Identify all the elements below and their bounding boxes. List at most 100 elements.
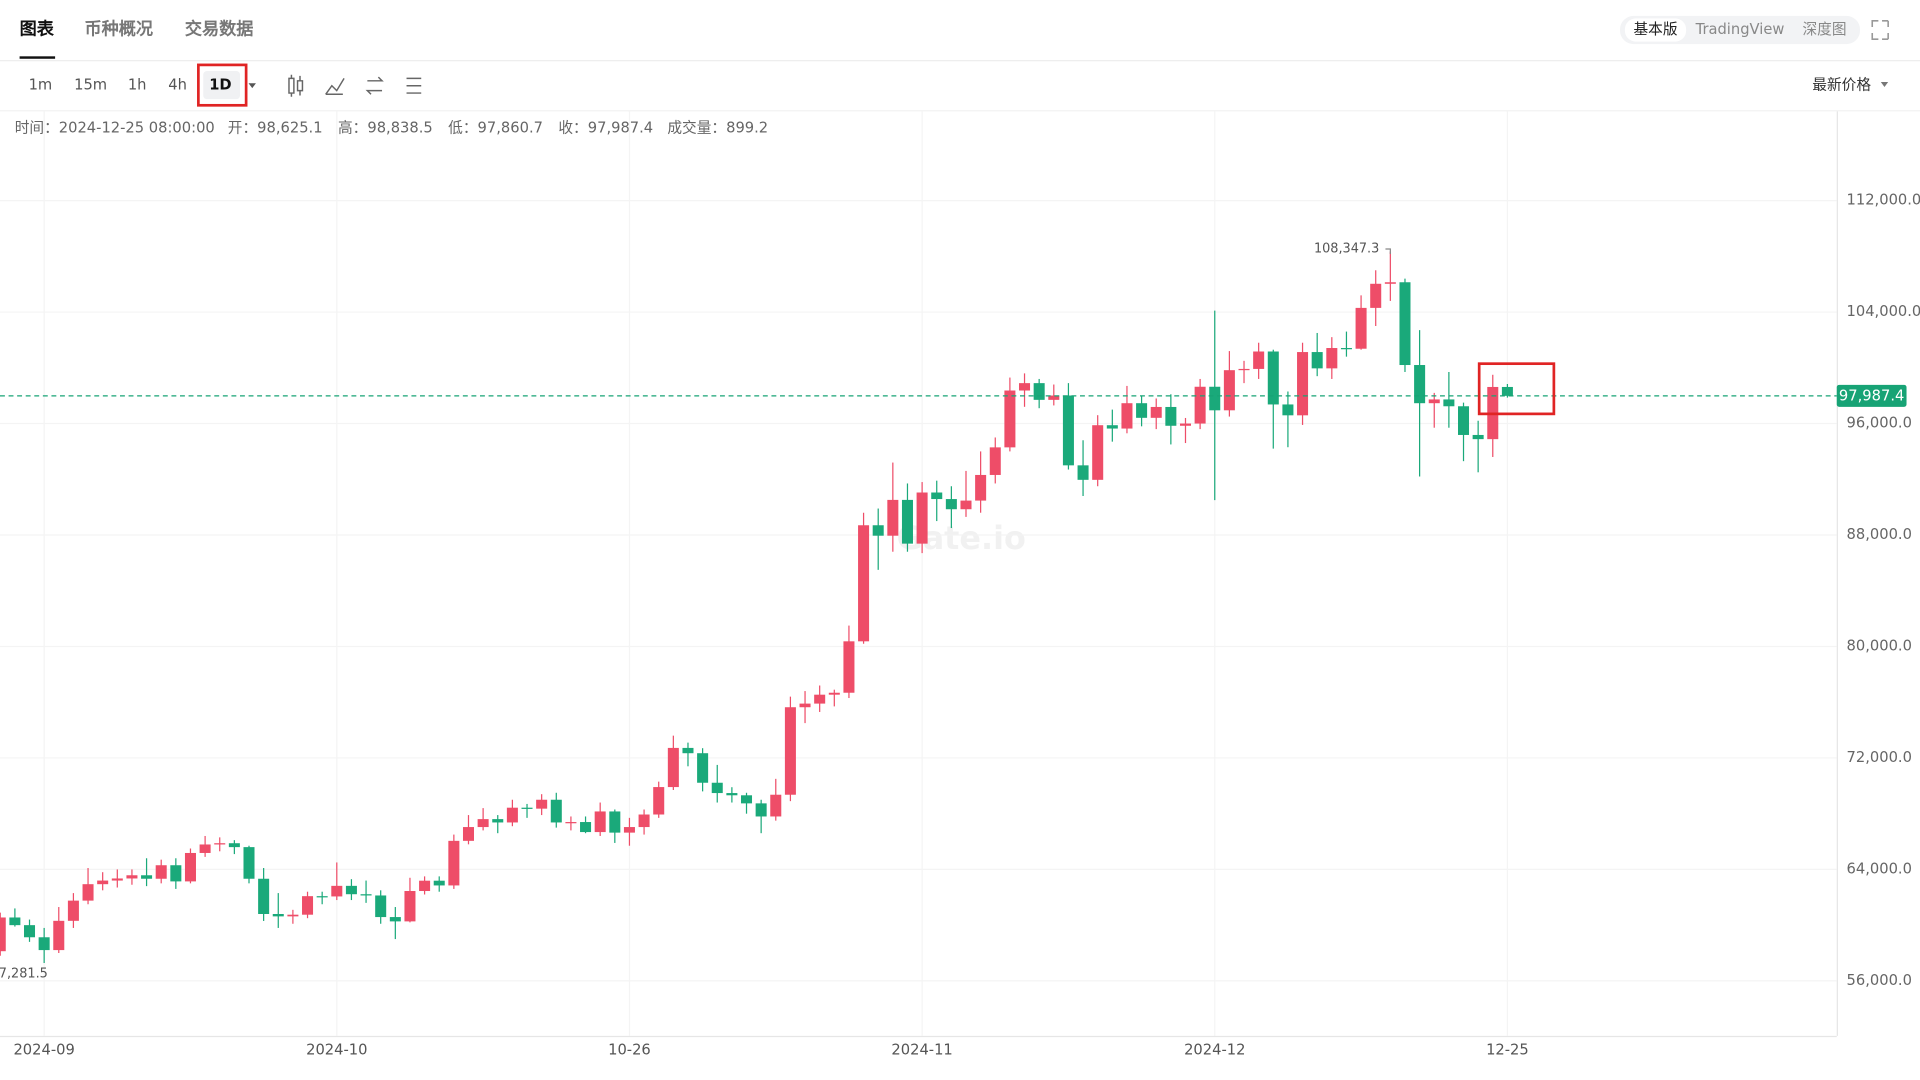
view-option[interactable]: 基本版 [1633, 21, 1677, 38]
settings-icon[interactable] [406, 77, 422, 94]
candle-body [638, 814, 650, 828]
interval-active[interactable]: 1D [209, 77, 231, 94]
y-tick-label: 64,000.0 [1847, 860, 1912, 877]
switch-active [1624, 18, 1687, 42]
info-label: 成交量： [667, 119, 726, 137]
highlight-box [197, 63, 248, 107]
candle-body [931, 492, 943, 500]
indicator-icon[interactable] [325, 77, 345, 96]
candle-body [682, 747, 694, 754]
max-label: 108,347.3 [1314, 242, 1379, 257]
y-tick-label: 104,000.0 [1847, 303, 1920, 320]
candle-body [989, 447, 1001, 475]
interval[interactable]: 4h [168, 77, 187, 94]
candle-body [1340, 348, 1352, 350]
fullscreen-icon[interactable] [1871, 20, 1889, 40]
view-option[interactable]: TradingView [1695, 21, 1785, 38]
interval[interactable]: 1m [29, 77, 53, 94]
candle-body [1472, 434, 1484, 440]
toolbar: 1m 15m 1h 4h 1D 最新价格 [29, 63, 1889, 107]
dropdown-arrow[interactable] [248, 83, 256, 89]
tab[interactable]: 币种概况 [84, 18, 153, 39]
info-value: 97,860.7 [478, 120, 543, 137]
price-mode[interactable]: 最新价格 [1812, 77, 1871, 94]
candle-body [1414, 365, 1426, 404]
tab-bar: 图表 币种概况 交易数据 [19, 18, 254, 59]
candle-body [653, 787, 665, 815]
candle-body [433, 880, 445, 886]
candle-body [536, 799, 548, 809]
candle-body [462, 827, 474, 841]
candle-body [82, 884, 94, 901]
candle-body [0, 917, 6, 952]
chart: Gate.io 56,000.0 64,000.0 72,000.0 80,000.0 8… [0, 111, 1920, 1059]
candle-body [1121, 403, 1133, 429]
candle-body [1238, 368, 1250, 371]
candle-body [1150, 406, 1162, 418]
min-label: 57,281.5 [0, 967, 48, 982]
candle-body [477, 819, 489, 828]
candle-body [419, 880, 431, 892]
candle-body [1297, 352, 1309, 416]
candle-body [975, 474, 987, 501]
candle-body [287, 914, 299, 917]
highlight-box [1477, 362, 1556, 416]
candle-body [697, 753, 709, 783]
x-tick-label: 10-26 [608, 1042, 651, 1059]
info-item: 开：98,625.1 [228, 120, 323, 137]
tab-underline [19, 56, 56, 59]
candle-body [1048, 395, 1060, 400]
x-tick-label: 2024-10 [306, 1042, 367, 1059]
candle-body [1004, 390, 1016, 448]
candle-body [1443, 399, 1455, 407]
y-tick-label: 96,000.0 [1847, 415, 1912, 432]
y-tick-label: 72,000.0 [1847, 749, 1912, 766]
info-value: 97,987.4 [588, 120, 653, 137]
candle-body [375, 895, 387, 918]
swap-icon[interactable] [365, 76, 384, 95]
candle-body [1033, 383, 1045, 400]
candle-body [1355, 307, 1367, 349]
candle-body [814, 694, 826, 704]
x-tick-label: 2024-12 [1184, 1042, 1245, 1059]
candle-body [111, 878, 123, 881]
candle-icon[interactable] [288, 74, 304, 97]
dropdown-arrow[interactable] [1880, 82, 1889, 87]
candle-body [389, 917, 401, 922]
candle-body [1282, 404, 1294, 416]
candle-body [784, 707, 796, 795]
view-option[interactable]: 深度图 [1802, 21, 1846, 38]
candle-body [492, 819, 504, 823]
candle-body [199, 844, 211, 853]
candle-body [506, 807, 518, 823]
candle-body [1501, 386, 1513, 396]
candle-body [916, 492, 928, 544]
tab-active[interactable]: 图表 [20, 18, 55, 39]
info-label: 收： [558, 120, 587, 137]
info-item: 成交量：899.2 [667, 119, 768, 137]
info-item: 低：97,860.7 [448, 120, 543, 137]
candle-body [770, 794, 782, 817]
last-price-tag [1836, 384, 1907, 407]
candle-body [184, 852, 196, 882]
info-value: 2024-12-25 08:00:00 [59, 120, 215, 137]
interval[interactable]: 1h [128, 77, 147, 94]
tab[interactable]: 交易数据 [185, 18, 254, 39]
candle-body [331, 885, 343, 897]
candle-body [1370, 283, 1382, 308]
candle-body [1253, 351, 1265, 369]
candle-body [1136, 403, 1148, 418]
candle-body [1165, 406, 1177, 426]
candle-body [1194, 386, 1206, 424]
candle-body [345, 885, 357, 895]
candle-body [1428, 399, 1440, 404]
candle-body [258, 878, 270, 914]
info-item: 高：98,838.5 [338, 120, 433, 137]
candle-body [1092, 425, 1104, 480]
candle-body [550, 799, 562, 823]
interval[interactable]: 15m [74, 77, 107, 94]
candle-body [1106, 425, 1118, 429]
